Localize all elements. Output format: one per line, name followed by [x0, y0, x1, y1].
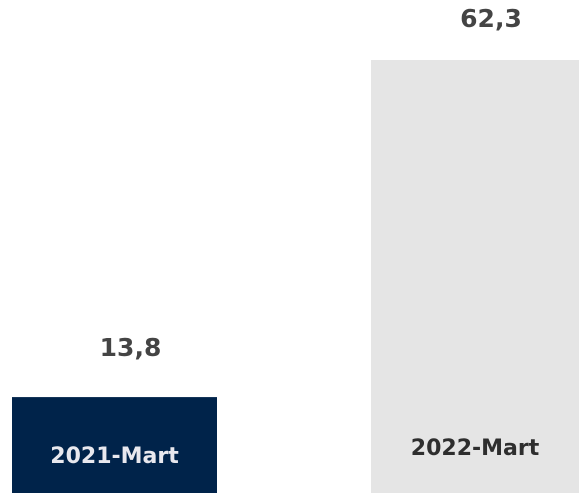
bar [371, 60, 579, 493]
category-label: 2022-Mart [411, 436, 540, 461]
value-label: 62,3 [460, 4, 522, 33]
value-label: 13,8 [100, 333, 162, 362]
category-label: 2021-Mart [50, 444, 179, 469]
bar [12, 397, 217, 493]
